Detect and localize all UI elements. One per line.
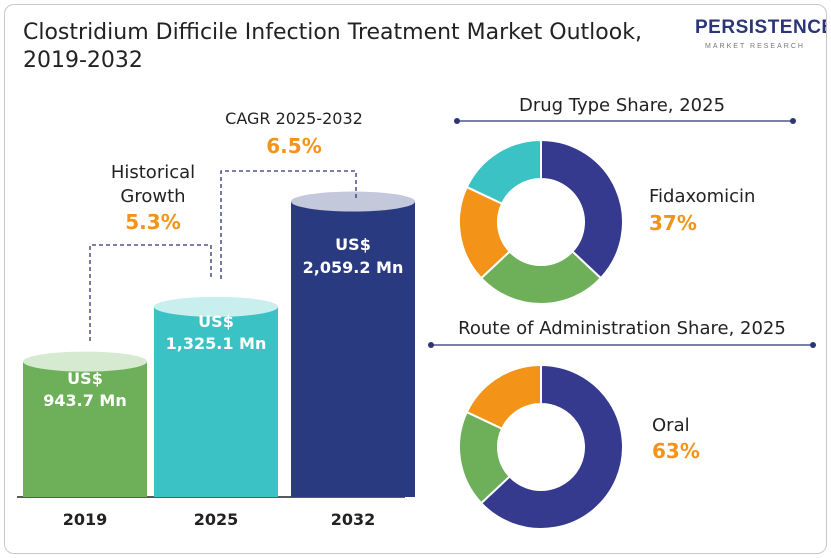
x-tick-label: 2025 [194, 510, 239, 529]
bar-value-amount: 943.7 Mn [43, 391, 127, 410]
donut-highlight-label: Fidaxomicin [649, 186, 755, 207]
chart-canvas: US$ 943.7 Mn US$ 1,325.1 Mn US$ 2,059.2 … [17, 95, 816, 530]
donut-slice [479, 250, 603, 305]
logo-wordmark: PERSISTENCE [695, 17, 827, 38]
rule-end-dot [790, 118, 796, 124]
cagr-value: 6.5% [266, 134, 321, 158]
infographic-frame: Clostridium Difficile Infection Treatmen… [4, 4, 827, 554]
bar-value-amount: 2,059.2 Mn [303, 258, 404, 277]
bar-top-cap [154, 296, 278, 317]
historical-growth-value: 5.3% [125, 210, 180, 234]
bar [291, 201, 415, 497]
brand-logo: PERSISTENCE MARKET RESEARCH [695, 17, 827, 61]
logo-tagline: MARKET RESEARCH [705, 43, 805, 50]
cagr-label: CAGR 2025-2032 [225, 109, 363, 128]
bar-value-prefix: US$ [198, 312, 234, 331]
donut-highlight-value: 63% [652, 439, 700, 463]
donut-slice [465, 138, 542, 206]
historical-growth-connector [89, 244, 212, 341]
donut-title: Route of Administration Share, 2025 [458, 318, 786, 339]
drug-type-donut [458, 138, 624, 305]
route-of-administration-donut [458, 363, 624, 530]
page-title: Clostridium Difficile Infection Treatmen… [23, 20, 642, 73]
cagr-connector [220, 170, 357, 279]
rule-end-dot [428, 342, 434, 348]
bar-value-prefix: US$ [67, 369, 103, 388]
bar-top-cap [291, 191, 415, 212]
bar-value-prefix: US$ [335, 235, 371, 254]
donut-slice [479, 363, 624, 530]
bar-top-cap [23, 351, 147, 372]
donut-highlight-label: Oral [652, 415, 690, 436]
x-tick-label: 2019 [63, 510, 108, 529]
donut-slice [465, 363, 542, 431]
bar-value-amount: 1,325.1 Mn [166, 334, 267, 353]
donut-title: Drug Type Share, 2025 [519, 95, 725, 116]
bar-series [23, 191, 415, 497]
historical-growth-label: Historical [111, 162, 195, 183]
x-tick-label: 2032 [331, 510, 376, 529]
bar [23, 361, 147, 497]
historical-growth-label: Growth [120, 186, 185, 207]
rule-end-dot [454, 118, 460, 124]
donut-highlight-value: 37% [649, 211, 697, 235]
donut-slice [540, 138, 624, 280]
bar [154, 306, 278, 497]
rule-end-dot [810, 342, 816, 348]
